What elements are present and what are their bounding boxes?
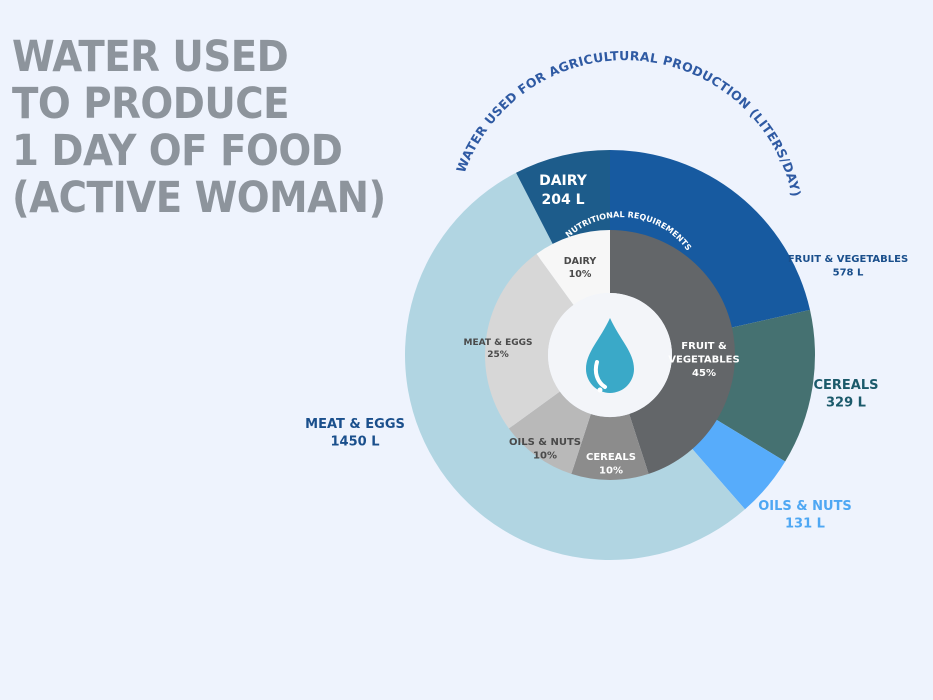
outer-slice-dairy [516, 150, 610, 249]
inner-ring [485, 230, 736, 480]
title-line: (ACTIVE WOMAN) [12, 173, 386, 223]
page-title: WATER USED TO PRODUCE 1 DAY OF FOOD (ACT… [12, 34, 432, 222]
outer-slice-meat-eggs [404, 172, 746, 561]
outer-label-dairy: DAIRY 204 L [539, 173, 588, 208]
outer-label-fruit-vegetables: FRUIT & VEGETABLES 578 L [788, 254, 908, 279]
inner-label-meat-eggs: MEAT & EGGS 25% [463, 338, 532, 360]
inner-slice-oils-nuts [508, 391, 591, 474]
inner-label-cereals: CEREALS 10% [586, 452, 636, 477]
inner-label-dairy: DAIRY 10% [564, 256, 597, 280]
title-line: TO PRODUCE [12, 79, 290, 129]
outer-ring [404, 150, 816, 561]
outer-slice-fruit-vegetables [610, 150, 810, 329]
outer-slice-oils-nuts [689, 417, 786, 510]
outer-label-oils-nuts: OILS & NUTS 131 L [758, 499, 852, 532]
inner-label-oils-nuts: OILS & NUTS 10% [509, 437, 581, 462]
inner-slice-meat-eggs [485, 253, 574, 429]
inner-slice-cereals [571, 413, 649, 480]
inner-slice-fruit-vegetables [610, 230, 736, 474]
water-drop-icon [586, 318, 634, 393]
outer-label-meat-eggs: MEAT & EGGS 1450 L [305, 417, 405, 450]
outer-slice-cereals [712, 309, 816, 462]
inner-slice-dairy [536, 230, 610, 305]
outer-label-cereals: CEREALS 329 L [813, 378, 878, 411]
title-line: WATER USED [12, 32, 289, 82]
title-line: 1 DAY OF FOOD [12, 126, 343, 176]
inner-label-fruit-vegetables: FRUIT & VEGETABLES 45% [668, 341, 739, 379]
